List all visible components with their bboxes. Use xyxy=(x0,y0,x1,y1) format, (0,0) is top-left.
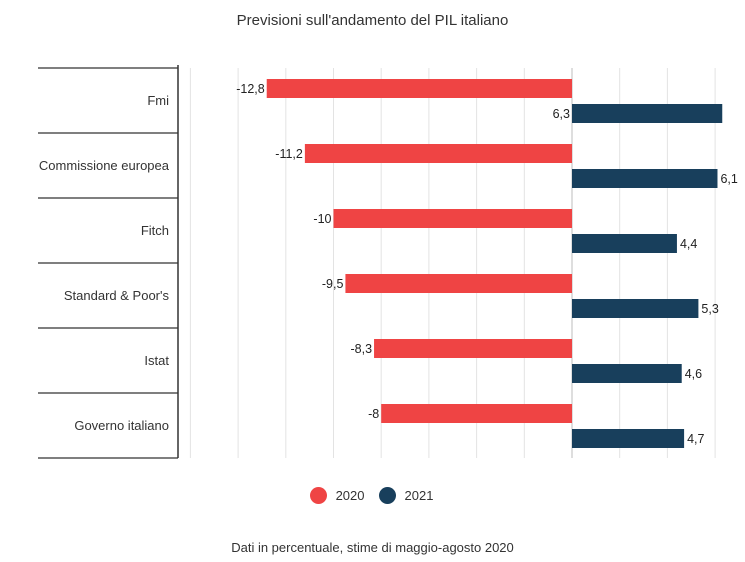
bars xyxy=(266,79,723,448)
legend-item-2020[interactable]: 2020 xyxy=(309,487,365,504)
value-label-2020: -10 xyxy=(313,212,331,226)
value-label-2020: -8 xyxy=(368,407,379,421)
category-label: Istat xyxy=(144,353,169,368)
value-label-2021: 4,4 xyxy=(680,237,697,251)
category-label: Standard & Poor's xyxy=(64,288,170,303)
category-label: Fitch xyxy=(141,223,169,238)
value-label-2020: -8,3 xyxy=(350,342,372,356)
bar-2020[interactable] xyxy=(333,209,573,228)
bar-2021[interactable] xyxy=(572,169,718,188)
category-label: Fmi xyxy=(147,93,169,108)
bar-2021[interactable] xyxy=(572,234,677,253)
bar-2020[interactable] xyxy=(374,339,572,358)
value-labels: -12,8 6,3 -11,2 6,1 -10 4,4 -9,5 5,3 -8,3 4,6 -8 4,… xyxy=(236,82,738,446)
value-label-2020: -11,2 xyxy=(275,147,303,161)
category-label: Governo italiano xyxy=(74,418,169,433)
value-label-2020: -12,8 xyxy=(236,82,265,96)
legend-label-2020: 2020 xyxy=(335,488,365,503)
value-label-2021: 5,3 xyxy=(701,302,718,316)
legend-marker-2021 xyxy=(378,487,396,504)
grid-lines xyxy=(189,68,716,458)
legend-item-2021[interactable]: 2021 xyxy=(378,487,434,504)
bar-2020[interactable] xyxy=(304,144,572,163)
category-label: Commissione europea xyxy=(39,158,170,173)
bar-2021[interactable] xyxy=(572,429,685,448)
value-label-2021: 4,6 xyxy=(685,367,702,381)
value-label-2021: 4,7 xyxy=(687,432,704,446)
value-label-2020: -9,5 xyxy=(322,277,344,291)
bar-2021[interactable] xyxy=(572,104,723,123)
category-axis: Fmi Commissione europea Fitch Standard & Po… xyxy=(38,65,179,459)
bar-2021[interactable] xyxy=(572,364,682,383)
legend-marker-2020 xyxy=(309,487,327,504)
legend: 2020 2021 xyxy=(0,487,745,504)
bar-2020[interactable] xyxy=(381,404,572,423)
bar-2020[interactable] xyxy=(266,79,572,98)
chart-title: Previsioni sull'andamento del PIL italia… xyxy=(236,12,509,29)
chart-caption: Dati in percentuale, stime di maggio-ago… xyxy=(231,540,514,555)
value-label-2021: 6,3 xyxy=(553,107,570,121)
value-label-2021: 6,1 xyxy=(720,172,737,186)
legend-label-2021: 2021 xyxy=(404,488,434,503)
bar-2021[interactable] xyxy=(572,299,699,318)
bar-2020[interactable] xyxy=(345,274,572,293)
